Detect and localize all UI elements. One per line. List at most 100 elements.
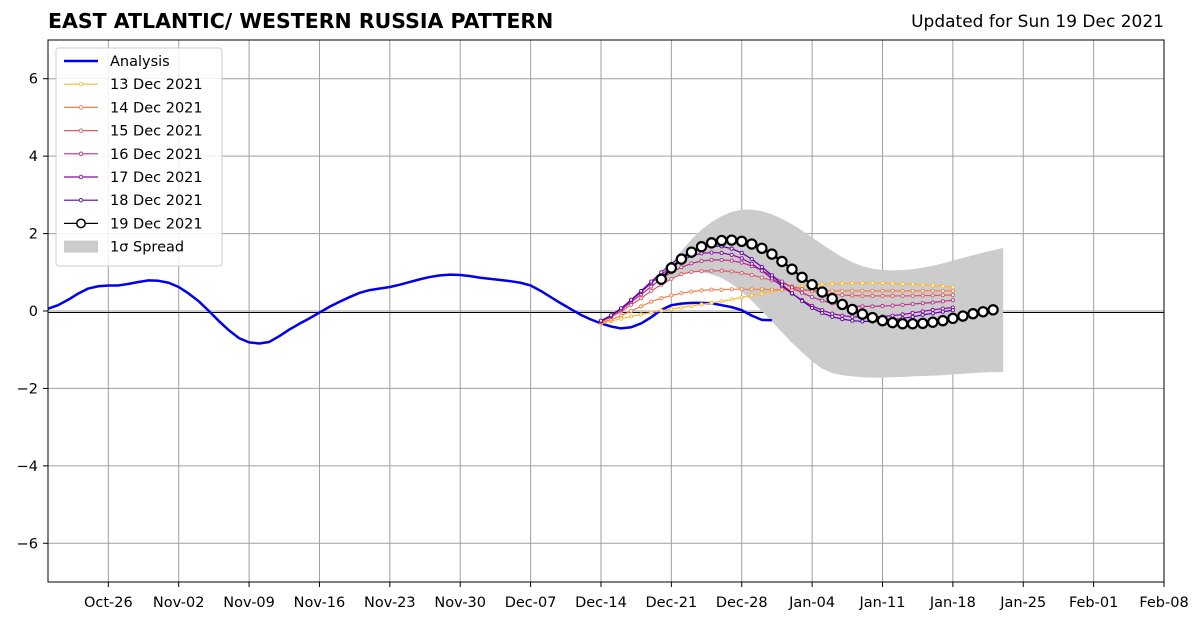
legend-entry: 17 Dec 2021 <box>64 170 203 186</box>
forecast-series-16-dec-point <box>910 301 915 307</box>
legend-swatch-marker <box>78 81 84 87</box>
legend-swatch-marker <box>78 174 84 180</box>
forecast-series-15-dec-point <box>649 288 654 293</box>
forecast-series-17-dec-point <box>729 252 734 257</box>
forecast-series-13-dec-point <box>709 300 714 305</box>
forecast-series-19-dec-point <box>756 242 768 254</box>
legend-label: 13 Dec 2021 <box>110 77 203 93</box>
legend: Analysis 13 Dec 2021 14 Dec 2021 15 Dec 202… <box>55 47 223 267</box>
forecast-series-16-dec-point <box>890 303 895 308</box>
forecast-series-19-dec-point <box>655 273 667 285</box>
forecast-series-18-dec-point <box>920 312 925 317</box>
forecast-series-14-dec-point <box>639 304 644 309</box>
forecast-series-19-dec-point <box>846 303 859 316</box>
forecast-series-19-dec-point <box>766 248 778 260</box>
forecast-series-13-dec-point <box>679 305 684 310</box>
forecast-series-14-dec-point <box>910 288 915 293</box>
forecast-series-19-dec-point <box>746 238 758 250</box>
forecast-series-13-dec-point <box>850 281 855 286</box>
forecast-series-18-dec-point <box>639 288 644 293</box>
forecast-series-19-dec-point <box>776 255 788 268</box>
forecast-series-19-dec-point <box>725 234 738 246</box>
forecast-series-14-dec-point <box>900 288 905 293</box>
forecast-series-14-dec-point <box>739 287 744 292</box>
legend-label: 16 Dec 2021 <box>110 147 203 163</box>
legend-entry: 15 Dec 2021 <box>64 124 203 140</box>
forecast-series-14-dec-point <box>880 288 885 293</box>
forecast-series-18-dec-point <box>769 273 774 278</box>
x-tick-label: Dec-07 <box>505 595 557 611</box>
forecast-series-13-dec-point <box>759 291 764 296</box>
forecast-series-13-dec-point <box>950 285 955 290</box>
forecast-series-16-dec-point <box>900 302 905 307</box>
forecast-series-16-dec-point <box>940 299 945 304</box>
forecast-series-16-dec-point <box>810 295 815 300</box>
forecast-series-13-dec-point <box>830 281 835 286</box>
forecast-series-16-dec-point <box>920 301 925 306</box>
forecast-series-19-dec-point <box>695 241 708 253</box>
forecast-series-17-dec-point <box>900 312 905 317</box>
forecast-series-13-dec-point <box>669 307 674 312</box>
forecast-series-16-dec-point <box>789 285 795 290</box>
forecast-series-16-dec-point <box>649 284 654 289</box>
forecast-series-15-dec-point <box>850 293 855 298</box>
y-tick-label: 4 <box>29 149 38 165</box>
forecast-series-19-dec-point <box>987 304 999 316</box>
forecast-series-19-dec-point <box>736 235 748 248</box>
legend-label: 17 Dec 2021 <box>110 170 203 186</box>
forecast-series-15-dec-point <box>639 296 644 301</box>
forecast-series-15-dec-point <box>890 293 895 298</box>
forecast-series-13-dec <box>598 281 955 326</box>
forecast-series-16-dec-point <box>729 258 734 263</box>
legend-swatch-marker <box>78 197 84 203</box>
forecast-series-19-dec-point <box>786 263 798 275</box>
forecast-series-14-dec-point <box>759 287 764 292</box>
forecast-series-13-dec-point <box>719 299 724 304</box>
forecast-series-19-dec-point <box>876 314 889 327</box>
forecast-series-19-dec-point <box>967 308 979 320</box>
forecast-series-13-dec-point <box>880 281 885 286</box>
forecast-series-19-dec-point <box>715 234 728 247</box>
forecast-series-18-dec-point <box>649 279 654 284</box>
forecast-series-19-dec <box>655 234 999 330</box>
y-tick-label: −6 <box>17 536 38 552</box>
legend-entry: 19 Dec 2021 <box>64 216 203 232</box>
forecast-series-19-dec-point <box>806 278 818 291</box>
forecast-series-14-dec-point <box>649 299 654 304</box>
forecast-series-18-dec-point <box>598 318 604 323</box>
forecast-series-14-dec-point <box>729 287 734 292</box>
forecast-series-14-dec-point <box>950 288 955 293</box>
forecast-series-17-dec-point <box>759 268 764 273</box>
analysis-series <box>47 273 772 345</box>
forecast-series-18-dec-point <box>789 291 795 296</box>
forecast-series-18-dec-point <box>930 311 935 316</box>
forecast-series-15-dec-point <box>840 293 845 298</box>
forecast-series-17-dec-point <box>840 313 845 318</box>
forecast-series-16-dec-point <box>689 261 694 266</box>
x-tick-label: Jan-04 <box>788 595 835 611</box>
forecast-series-13-dec-point <box>910 282 915 287</box>
series-layer <box>47 234 999 345</box>
forecast-series-13-dec-point <box>840 281 845 286</box>
x-tick-label: Feb-08 <box>1139 595 1188 611</box>
forecast-series-18-dec-point <box>608 313 614 318</box>
forecast-series-18-dec-point <box>739 250 744 255</box>
y-axis: −6 −4 −2 0 2 4 6 <box>17 72 48 552</box>
legend-label: 19 Dec 2021 <box>110 216 203 232</box>
chart-title: EAST ATLANTIC/ WESTERN RUSSIA PATTERN <box>48 9 554 33</box>
forecast-series-14-dec-point <box>619 313 624 318</box>
x-tick-label: Jan-18 <box>929 595 976 611</box>
forecast-series-15-dec-point <box>669 276 674 281</box>
legend-swatch <box>64 240 98 253</box>
forecast-series-13-dec-point <box>699 302 704 307</box>
legend-swatch-marker <box>78 105 84 110</box>
forecast-series-14-dec-point <box>709 287 714 292</box>
x-tick-label: Dec-21 <box>645 595 697 611</box>
forecast-series-13-dec-point <box>900 281 905 286</box>
x-tick-label: Oct-26 <box>84 595 133 611</box>
forecast-series-13-dec-point <box>820 282 825 287</box>
forecast-series-13-dec-point <box>860 281 865 286</box>
forecast-series-19-dec-point <box>977 306 989 318</box>
forecast-series-19-dec-point <box>896 318 909 330</box>
